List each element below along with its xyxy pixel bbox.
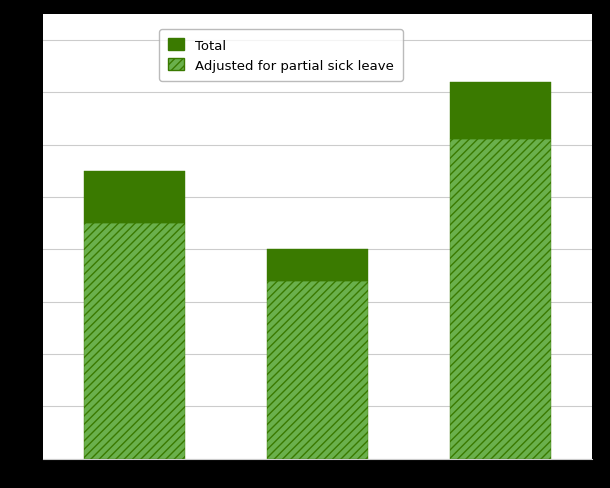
Bar	[84, 171, 184, 224]
Bar	[267, 281, 367, 459]
Bar	[450, 82, 550, 140]
Legend: Total, Adjusted for partial sick leave: Total, Adjusted for partial sick leave	[159, 30, 403, 82]
Bar	[84, 224, 184, 459]
Bar	[267, 250, 367, 281]
Bar	[450, 140, 550, 459]
